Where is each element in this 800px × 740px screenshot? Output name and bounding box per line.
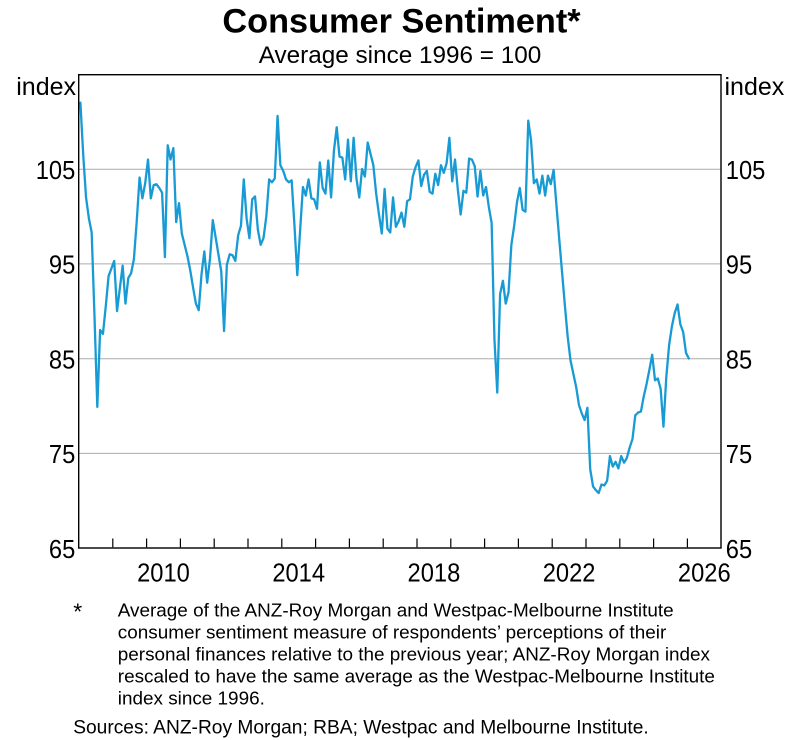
- svg-text:75: 75: [49, 441, 75, 469]
- svg-text:2026: 2026: [678, 560, 731, 588]
- svg-text:*: *: [73, 599, 82, 625]
- svg-text:index: index: [16, 73, 76, 101]
- svg-text:95: 95: [49, 252, 75, 280]
- svg-text:65: 65: [49, 536, 75, 564]
- svg-text:index: index: [725, 73, 785, 101]
- svg-text:2022: 2022: [543, 560, 596, 588]
- svg-text:index since 1996.: index since 1996.: [118, 688, 265, 709]
- svg-text:2018: 2018: [408, 560, 461, 588]
- svg-text:Average of the ANZ-Roy Morgan: Average of the ANZ-Roy Morgan and Westpa…: [118, 600, 674, 621]
- svg-text:Average since 1996 = 100: Average since 1996 = 100: [259, 42, 542, 69]
- svg-text:105: 105: [36, 157, 76, 185]
- svg-text:75: 75: [726, 441, 752, 469]
- svg-text:95: 95: [726, 252, 752, 280]
- svg-text:consumer sentiment measure of: consumer sentiment measure of respondent…: [118, 622, 666, 643]
- svg-text:2010: 2010: [137, 560, 190, 588]
- svg-text:2014: 2014: [272, 560, 325, 588]
- svg-text:personal finances relative to: personal finances relative to the previo…: [118, 644, 711, 665]
- svg-text:rescaled to have the same aver: rescaled to have the same average as the…: [118, 666, 715, 687]
- svg-text:85: 85: [49, 347, 75, 375]
- svg-text:85: 85: [726, 347, 752, 375]
- svg-text:65: 65: [726, 536, 752, 564]
- svg-text:Consumer Sentiment*: Consumer Sentiment*: [222, 3, 581, 41]
- svg-text:105: 105: [726, 157, 766, 185]
- svg-text:Sources: ANZ-Roy Morgan; RBA;: Sources: ANZ-Roy Morgan; RBA; Westpac an…: [73, 717, 649, 738]
